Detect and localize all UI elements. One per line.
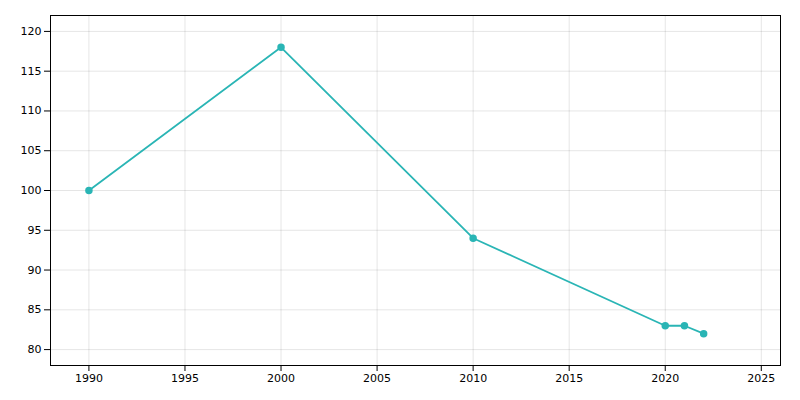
svg-text:1995: 1995 <box>171 372 199 385</box>
svg-text:105: 105 <box>21 144 42 157</box>
svg-text:115: 115 <box>21 65 42 78</box>
svg-text:120: 120 <box>21 25 42 38</box>
svg-text:2025: 2025 <box>747 372 775 385</box>
svg-text:110: 110 <box>21 104 42 117</box>
svg-text:95: 95 <box>28 224 42 237</box>
svg-text:90: 90 <box>28 264 42 277</box>
svg-text:2010: 2010 <box>459 372 487 385</box>
svg-text:85: 85 <box>28 303 42 316</box>
svg-text:2020: 2020 <box>651 372 679 385</box>
svg-text:2015: 2015 <box>555 372 583 385</box>
svg-text:1990: 1990 <box>75 372 103 385</box>
svg-text:80: 80 <box>28 343 42 356</box>
svg-text:100: 100 <box>21 184 42 197</box>
svg-text:2005: 2005 <box>363 372 391 385</box>
svg-text:2000: 2000 <box>267 372 295 385</box>
